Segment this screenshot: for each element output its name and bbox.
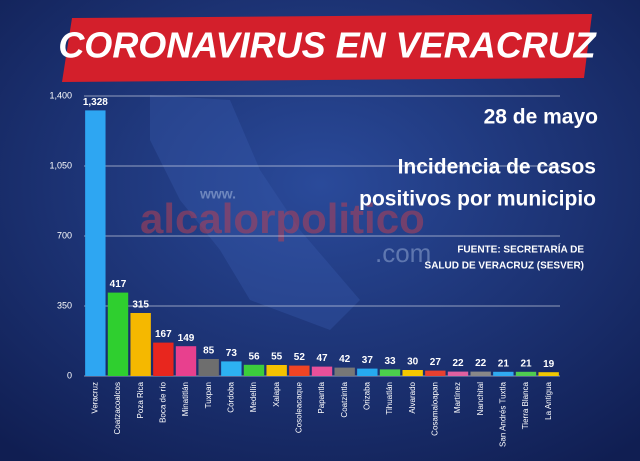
title-banner [62, 14, 592, 82]
value-label: 55 [271, 352, 283, 363]
x-tick-label: Medellín [249, 382, 258, 412]
value-label: 52 [294, 352, 306, 363]
source: SALUD DE VERACRUZ (SESVER) [425, 261, 584, 272]
x-tick-label: Papantla [317, 381, 326, 413]
x-tick-label: San Andrés Tuxtla [498, 381, 507, 446]
value-label: 85 [203, 346, 215, 357]
value-label: 30 [407, 357, 419, 368]
bar [221, 361, 242, 376]
map-shape [150, 95, 360, 330]
x-tick-label: Boca de río [158, 381, 167, 422]
watermark: www. [199, 186, 236, 202]
x-tick-label: Coatzintla [340, 381, 349, 417]
x-tick-label: Tuxpan [204, 382, 213, 408]
value-label: 73 [226, 348, 238, 359]
x-tick-label: Xalapa [272, 381, 281, 406]
x-tick-label: Cosamaloapan [430, 382, 439, 436]
value-label: 1,328 [83, 97, 108, 108]
value-label: 149 [178, 333, 195, 344]
watermark: .com [375, 238, 431, 268]
value-label: 33 [384, 356, 396, 367]
value-label: 56 [248, 351, 260, 362]
value-label: 417 [110, 279, 127, 290]
x-tick-label: Alvarado [408, 381, 417, 413]
bar [425, 370, 446, 376]
bar [311, 366, 333, 376]
x-tick-label: Poza Rica [136, 381, 145, 418]
y-tick-label: 0 [67, 370, 72, 380]
y-tick-label: 1,400 [49, 90, 72, 100]
bar [266, 365, 287, 376]
value-label: 42 [339, 354, 351, 365]
x-tick-label: La Antigua [544, 381, 553, 419]
bar [107, 292, 129, 376]
value-label: 22 [475, 358, 487, 369]
value-label: 27 [430, 357, 442, 368]
bar [198, 359, 219, 376]
value-label: 47 [316, 353, 328, 364]
value-label: 21 [498, 358, 510, 369]
bar [447, 371, 469, 376]
watermark: alcalorpolitico [140, 195, 425, 242]
bar [175, 346, 197, 376]
date: 28 de mayo [484, 106, 598, 129]
bar [357, 368, 378, 376]
bar [493, 371, 514, 376]
x-tick-label: Nanchital [476, 382, 485, 416]
x-tick-label: Córdoba [226, 381, 235, 412]
subtitle: positivos por municipio [359, 188, 596, 211]
value-label: 315 [132, 300, 149, 311]
bar [470, 371, 491, 376]
value-label: 37 [362, 355, 374, 366]
bar [334, 367, 355, 376]
chart-title: CORONAVIRUS EN VERACRUZ [58, 25, 597, 66]
x-tick-label: Cosoleacaque [294, 381, 303, 433]
x-tick-label: Coatzacoalcos [113, 382, 122, 434]
x-tick-label: Orizaba [362, 381, 371, 410]
y-tick-label: 350 [57, 300, 72, 310]
bar [130, 313, 151, 376]
y-tick-label: 1,050 [49, 160, 72, 170]
bar [243, 364, 265, 376]
x-tick-label: Tihuatlán [385, 382, 394, 415]
x-tick-label: Tierra Blanca [521, 381, 530, 429]
y-tick-label: 700 [57, 230, 72, 240]
bar [402, 370, 423, 376]
x-tick-label: Veracruz [90, 382, 99, 414]
bar [379, 369, 401, 376]
bar [515, 371, 537, 376]
value-label: 21 [520, 358, 532, 369]
subtitle: Incidencia de casos [398, 156, 596, 179]
bar [153, 342, 174, 376]
bar [85, 110, 106, 377]
bar [538, 372, 559, 376]
x-tick-label: Martínez [453, 382, 462, 413]
value-label: 19 [543, 359, 555, 370]
x-tick-label: Minatitlán [181, 382, 190, 416]
bar [289, 365, 310, 376]
value-label: 167 [155, 329, 172, 340]
source: FUENTE: SECRETARÍA DE [457, 243, 584, 256]
value-label: 22 [452, 358, 464, 369]
